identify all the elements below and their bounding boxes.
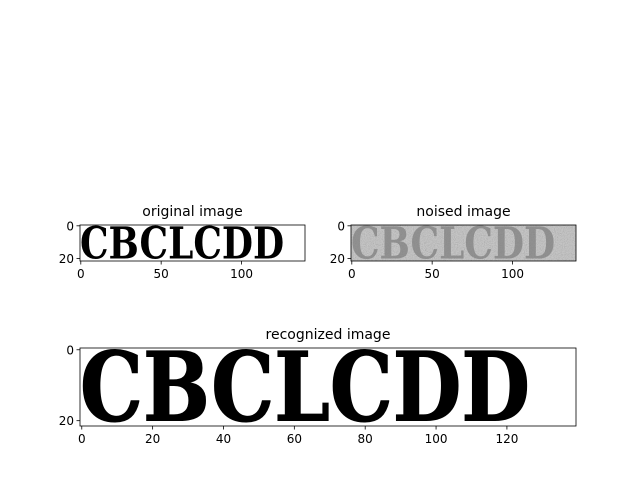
x-tick-label: 80 xyxy=(358,432,373,446)
image-text-glyphs: CBCLCDD xyxy=(80,218,284,269)
y-tick-label: 20 xyxy=(330,252,345,266)
x-tick-label: 100 xyxy=(425,432,448,446)
image-background xyxy=(80,225,305,261)
panel-title: original image xyxy=(142,204,242,220)
x-tick-label: 0 xyxy=(77,267,85,281)
x-tick-label: 0 xyxy=(348,267,356,281)
x-tick-label: 0 xyxy=(78,432,86,446)
axes-frame xyxy=(79,347,577,427)
y-tick-label: 20 xyxy=(59,252,74,266)
x-tick-label: 40 xyxy=(216,432,231,446)
axes-frame xyxy=(79,224,306,262)
image-pixels: CBCLCDD xyxy=(80,218,284,269)
y-tick-label: 0 xyxy=(66,343,74,357)
x-tick-label: 50 xyxy=(425,267,440,281)
image-text-glyphs: CBCLCDD xyxy=(351,218,555,269)
panel-title: noised image xyxy=(416,204,510,220)
image-pixels: CBCLCDD xyxy=(80,333,530,444)
y-tick-label: 0 xyxy=(337,219,345,233)
axes-frame xyxy=(350,224,577,262)
image-pixels: CBCLCDD xyxy=(351,218,576,269)
y-tick-label: 0 xyxy=(66,219,74,233)
image-background xyxy=(80,348,576,426)
x-tick-label: 20 xyxy=(145,432,160,446)
x-tick-label: 100 xyxy=(230,267,253,281)
x-tick-label: 100 xyxy=(501,267,524,281)
panel-title: recognized image xyxy=(266,327,391,343)
y-tick-label: 20 xyxy=(59,414,74,428)
x-tick-label: 50 xyxy=(154,267,169,281)
image-text-glyphs: CBCLCDD xyxy=(80,333,530,444)
x-tick-label: 60 xyxy=(287,432,302,446)
x-tick-label: 120 xyxy=(495,432,518,446)
